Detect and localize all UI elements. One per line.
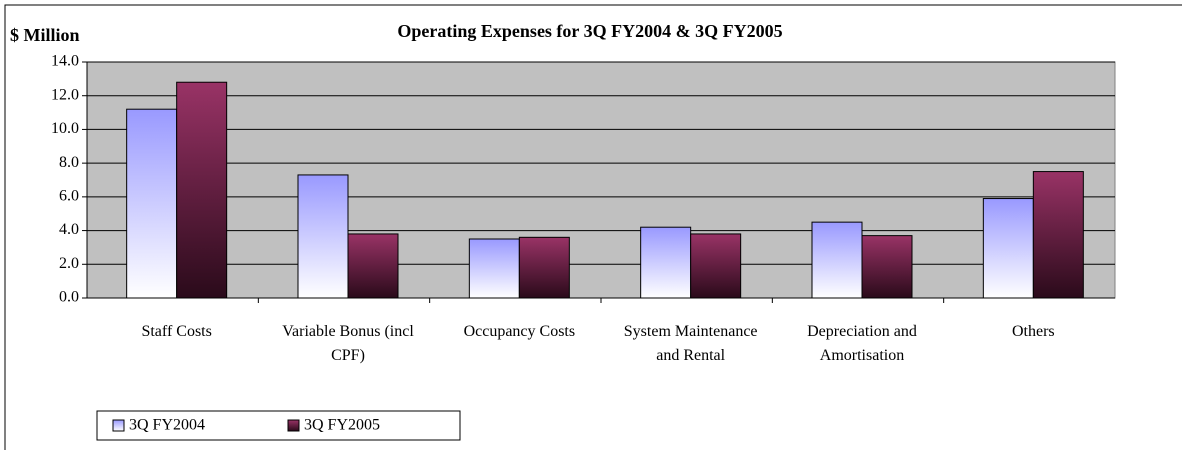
bar [982,198,1034,299]
x-tick-label: Variable Bonus (incl CPF) [282,323,414,364]
legend-box [96,410,461,441]
bar [347,233,399,299]
bar [518,236,570,299]
y-axis-label: $ Million [10,25,80,45]
bar [126,108,178,299]
y-tick-label: 4.0 [59,221,79,238]
y-tick-label: 0.0 [59,289,79,306]
bar [297,174,349,299]
y-tick-label: 2.0 [59,255,79,272]
x-tick-label: Staff Costs [141,323,212,340]
bar [690,233,742,299]
y-tick-label: 14.0 [51,53,79,70]
bar [811,221,863,299]
bar [176,81,228,299]
legend-swatch [112,419,125,432]
x-tick-label: System Maintenance and Rental [623,323,758,364]
x-tick-label: Depreciation and Amortisation [807,323,917,364]
chart-frame [4,4,1182,450]
x-tick-label: Others [1012,323,1055,340]
bar [861,235,913,299]
y-tick-label: 8.0 [59,154,79,171]
bar [468,238,520,299]
bar [640,226,692,299]
plot-area [86,61,1116,299]
y-tick-label: 10.0 [51,120,79,137]
y-tick-label: 12.0 [51,86,79,103]
legend-label: 3Q FY2005 [304,417,380,434]
legend: 3Q FY2004 3Q FY2005 [96,410,461,441]
x-tick-label: Occupancy Costs [463,323,576,340]
bar [1032,171,1084,299]
y-tick-label: 6.0 [59,188,79,205]
chart-title: Operating Expenses for 3Q FY2004 & 3Q FY… [397,21,782,41]
legend-label: 3Q FY2004 [129,417,205,434]
legend-swatch [287,419,300,432]
